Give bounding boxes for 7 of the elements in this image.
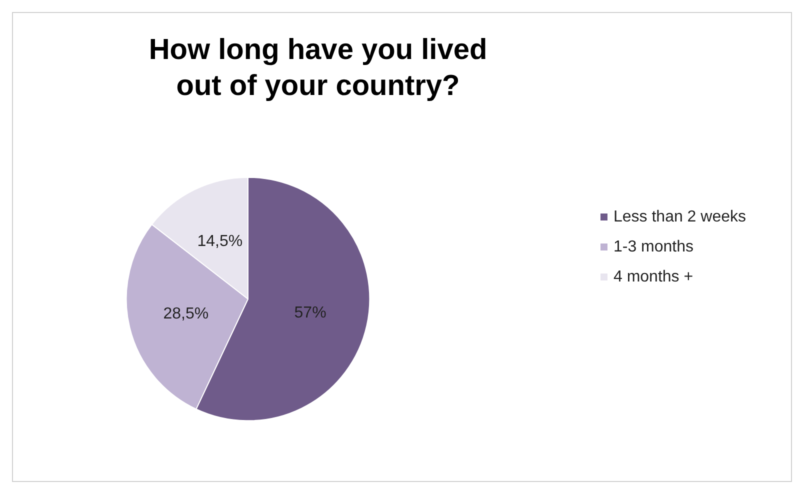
legend-label: 4 months +	[613, 268, 694, 286]
legend-label: Less than 2 weeks	[613, 208, 746, 226]
data-label: 57%	[294, 304, 326, 322]
legend-label: 1-3 months	[613, 238, 694, 256]
data-label: 14,5%	[197, 233, 243, 250]
chart-title: How long have you lived out of your country?	[148, 34, 488, 102]
data-label: 28,5%	[163, 305, 209, 322]
